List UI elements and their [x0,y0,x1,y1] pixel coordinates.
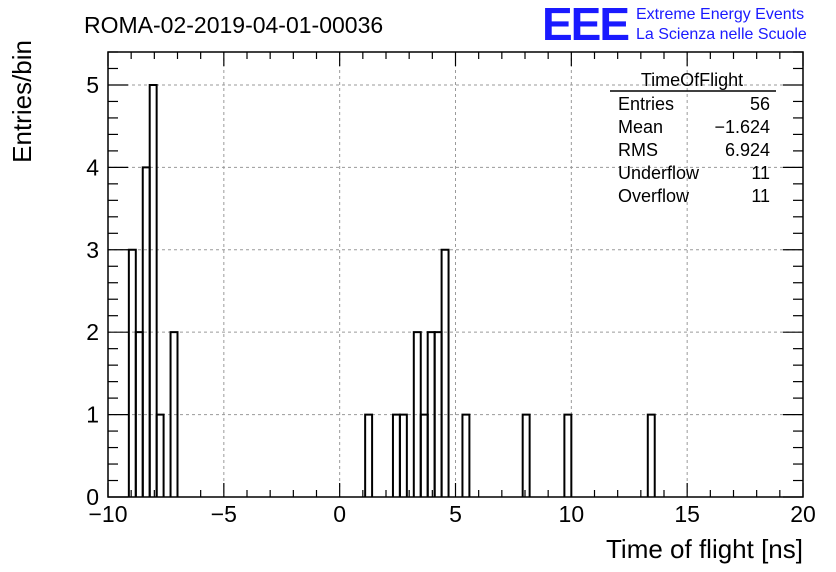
x-axis-title: Time of flight [ns] [606,534,803,564]
x-tick-label: 0 [333,501,346,527]
histogram-bar [521,413,531,497]
y-tick-label: 2 [86,319,99,345]
histogram-bar [563,413,573,497]
histogram-bar [461,413,471,497]
tick-labels: −10 −5 0 5 10 15 20 0 1 2 3 4 5 [86,72,816,527]
stats-box: TimeOfFlight Entries 56 Mean −1.624 RMS 6.924… [610,70,776,206]
x-tick-label: 5 [449,501,462,527]
stats-label: Underflow [618,163,700,183]
stats-value: 6.924 [725,140,770,160]
y-axis-title: Entries/bin [7,40,37,163]
y-tick-label: 0 [86,484,99,510]
stats-label: Entries [618,94,674,114]
histogram-bar [148,83,158,497]
y-tick-label: 3 [86,237,99,263]
x-tick-label: 20 [790,501,816,527]
stats-value: 11 [751,163,770,183]
x-tick-label: −5 [211,501,237,527]
stats-label: Mean [618,117,663,137]
stats-label: Overflow [618,186,690,206]
stats-value: −1.624 [714,117,770,137]
histogram-bar [440,248,450,497]
grid-lines [108,52,803,497]
eee-logo-mark: EEE [542,0,628,50]
y-tick-label: 4 [86,154,99,180]
histogram-bar [155,413,165,497]
histogram-bar [419,413,429,497]
stats-name: TimeOfFlight [641,70,743,90]
histogram-bar [364,413,374,497]
stats-label: RMS [618,140,658,160]
x-tick-label: 15 [674,501,700,527]
y-tick-label: 1 [86,402,99,428]
histogram-bar [391,413,401,497]
logo-line-2: La Scienza nelle Scuole [636,26,807,43]
x-tick-label: 10 [559,501,585,527]
x-tick-label: −10 [88,501,127,527]
logo-line-1: Extreme Energy Events [636,6,804,23]
stats-value: 11 [751,186,770,206]
stats-value: 56 [750,94,770,114]
histogram-bar [398,413,408,497]
histogram-bar [169,331,179,497]
histogram-bar [127,248,137,497]
y-tick-label: 5 [86,72,99,98]
chart-title: ROMA-02-2019-04-01-00036 [84,12,383,38]
axis-ticks [107,51,804,498]
stats-rows: Entries 56 Mean −1.624 RMS 6.924 Underflow 11 Ov… [618,94,770,206]
histogram-bars [127,83,656,497]
histogram-bar [646,413,656,497]
